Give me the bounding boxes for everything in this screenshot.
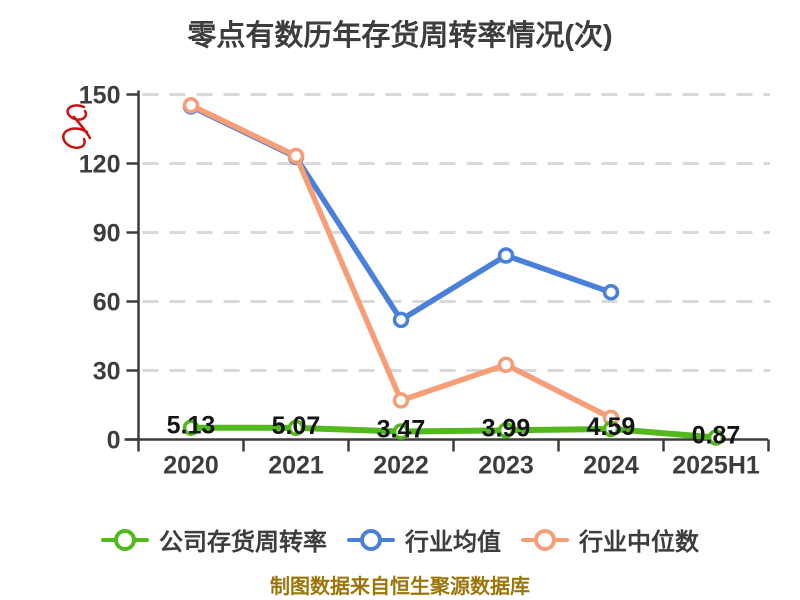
x-tick-label: 2025H1 bbox=[672, 452, 760, 480]
x-tick-label: 2024 bbox=[583, 452, 639, 480]
legend-marker-icon bbox=[101, 528, 149, 551]
chart-legend: 公司存货周转率 行业均值 行业中位数 bbox=[0, 522, 800, 557]
data-label: 3.99 bbox=[482, 414, 531, 442]
x-axis-labels: 2020 2021 2022 2023 2024 2025H1 bbox=[163, 452, 760, 480]
red-watermark-icon bbox=[62, 104, 92, 149]
x-tick-label: 2023 bbox=[478, 452, 534, 480]
legend-label: 行业均值 bbox=[405, 529, 501, 556]
y-tick-label: 60 bbox=[93, 289, 121, 317]
data-point-marker bbox=[392, 311, 410, 329]
y-tick-label: 120 bbox=[79, 151, 121, 179]
data-point-marker bbox=[497, 356, 515, 373]
legend-label: 行业中位数 bbox=[579, 529, 699, 556]
data-point-marker bbox=[602, 284, 620, 301]
y-tick-label: 30 bbox=[93, 358, 121, 386]
y-axis-labels: 0 30 60 90 120 150 bbox=[79, 82, 121, 455]
data-label: 5.07 bbox=[272, 412, 321, 440]
data-point-marker bbox=[392, 423, 410, 440]
data-point-marker bbox=[182, 97, 200, 114]
series-company-inventory-turnover bbox=[182, 419, 725, 446]
y-tick-label: 150 bbox=[79, 82, 121, 110]
data-point-marker bbox=[497, 422, 515, 439]
data-point-marker bbox=[287, 147, 305, 165]
data-label: 0.87 bbox=[692, 421, 741, 449]
legend-marker-icon bbox=[521, 528, 569, 551]
page-title: 零点有数历年存货周转率情况(次) bbox=[187, 20, 613, 52]
legend-item-industry-mean: 行业均值 bbox=[347, 522, 501, 557]
data-point-marker bbox=[182, 419, 200, 436]
data-point-marker bbox=[392, 392, 410, 409]
data-point-marker bbox=[287, 419, 305, 437]
footer-text: 制图数据来自恒生聚源数据库 bbox=[270, 576, 530, 598]
data-labels: 5.13 5.07 3.47 3.99 4.59 0.87 bbox=[167, 412, 741, 450]
y-tick-label: 90 bbox=[93, 220, 121, 248]
x-tick-label: 2022 bbox=[373, 452, 429, 480]
y-tick-label: 0 bbox=[107, 427, 121, 455]
gridlines bbox=[142, 93, 770, 372]
data-point-marker bbox=[707, 429, 725, 446]
x-tick-label: 2021 bbox=[268, 452, 324, 480]
legend-marker-icon bbox=[347, 528, 395, 551]
legend-item-industry-median: 行业中位数 bbox=[521, 522, 699, 557]
legend-label: 公司存货周转率 bbox=[159, 529, 327, 556]
legend-item-company-inventory-turnover: 公司存货周转率 bbox=[101, 522, 327, 557]
data-label: 5.13 bbox=[167, 412, 216, 440]
axes bbox=[124, 90, 770, 452]
data-point-marker bbox=[497, 247, 515, 264]
data-label: 3.47 bbox=[377, 416, 426, 444]
data-label: 4.59 bbox=[587, 413, 636, 441]
series-industry-median bbox=[182, 97, 620, 427]
x-tick-label: 2020 bbox=[163, 452, 219, 480]
data-point-marker bbox=[602, 420, 620, 438]
